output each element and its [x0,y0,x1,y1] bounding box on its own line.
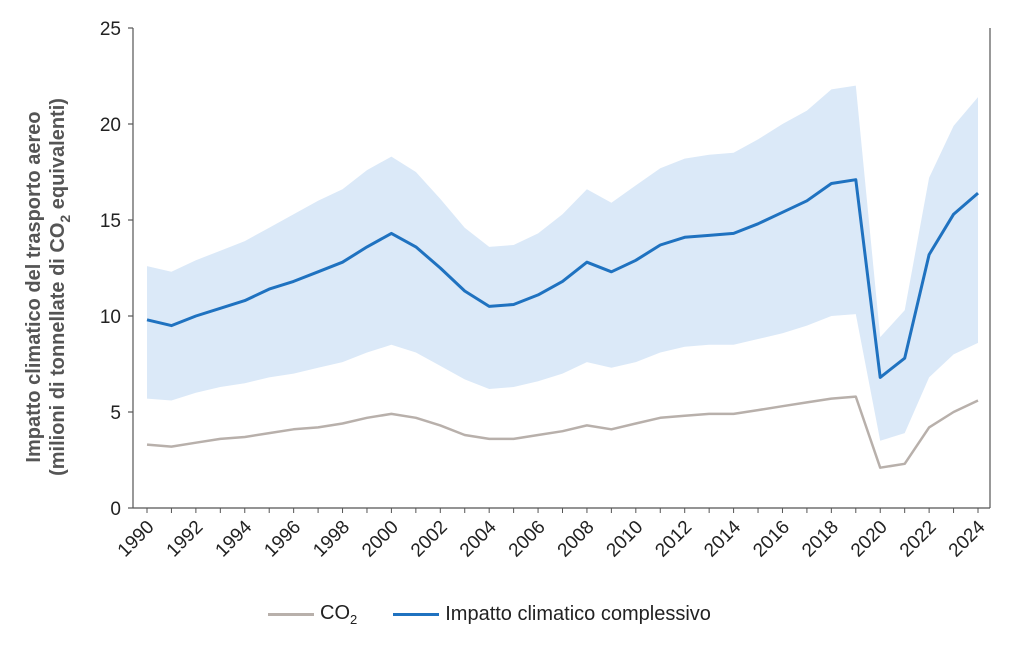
legend-label-total-impact: Impatto climatico complessivo [445,603,711,625]
legend-label-co2-main: CO [320,602,350,624]
x-tick-label: 2002 [407,517,452,562]
series-layer [146,178,979,469]
legend-label-co2-subscript: 2 [350,612,358,627]
y-tick-label: 20 [100,115,121,136]
uncertainty-band [147,85,978,441]
x-tick-label: 1992 [163,517,208,562]
y-tick-label: 10 [100,307,121,328]
x-tick-label: 2014 [700,516,745,561]
series-line-co2 [146,395,979,469]
x-tick-label: 1994 [212,516,257,561]
y-tick-label: 0 [110,499,121,520]
legend-label-co2: CO2 [320,602,357,627]
y-axis-title: Impatto climatico del trasporto aereo (m… [23,98,73,476]
x-tick-label: 2008 [554,517,599,562]
legend-item-co2: CO2 [268,602,357,627]
x-tick-label: 2000 [358,517,403,562]
x-tick-label: 2010 [603,517,648,562]
y-axis-title-line1: Impatto climatico del trasporto aereo [23,111,45,462]
y-tick-label: 15 [100,211,121,232]
x-tick-label: 2024 [945,516,990,561]
y-tick-label: 5 [110,403,121,424]
legend-swatch-total-impact [393,613,440,616]
legend: CO2 Impatto climatico complessivo [268,602,747,627]
uncertainty-band-layer [147,85,978,441]
y-tick-label: 25 [100,19,121,40]
x-tick-label: 2022 [896,517,941,562]
x-tick-label: 2006 [505,517,550,562]
y-axis-title-line2: (milioni di tonnellate di CO2 equivalent… [47,98,73,476]
x-tick-label: 2018 [798,517,843,562]
x-tick-label: 1990 [114,517,159,562]
x-tick-label: 1996 [260,517,305,562]
y-axis-title-line2-prefix: (milioni di tonnellate di CO [47,223,69,476]
x-tick-label: 1998 [309,517,354,562]
legend-item-total-impact: Impatto climatico complessivo [393,603,711,626]
legend-swatch-co2 [268,613,314,616]
y-axis-title-line2-suffix: equivalenti) [47,98,69,215]
x-tick-label: 2012 [651,517,696,562]
y-axis-title-line2-subscript: 2 [57,215,73,223]
x-tick-label: 2020 [847,517,892,562]
x-tick-label: 2004 [456,516,501,561]
series-line-total-impact [146,178,979,379]
x-tick-label: 2016 [749,517,794,562]
